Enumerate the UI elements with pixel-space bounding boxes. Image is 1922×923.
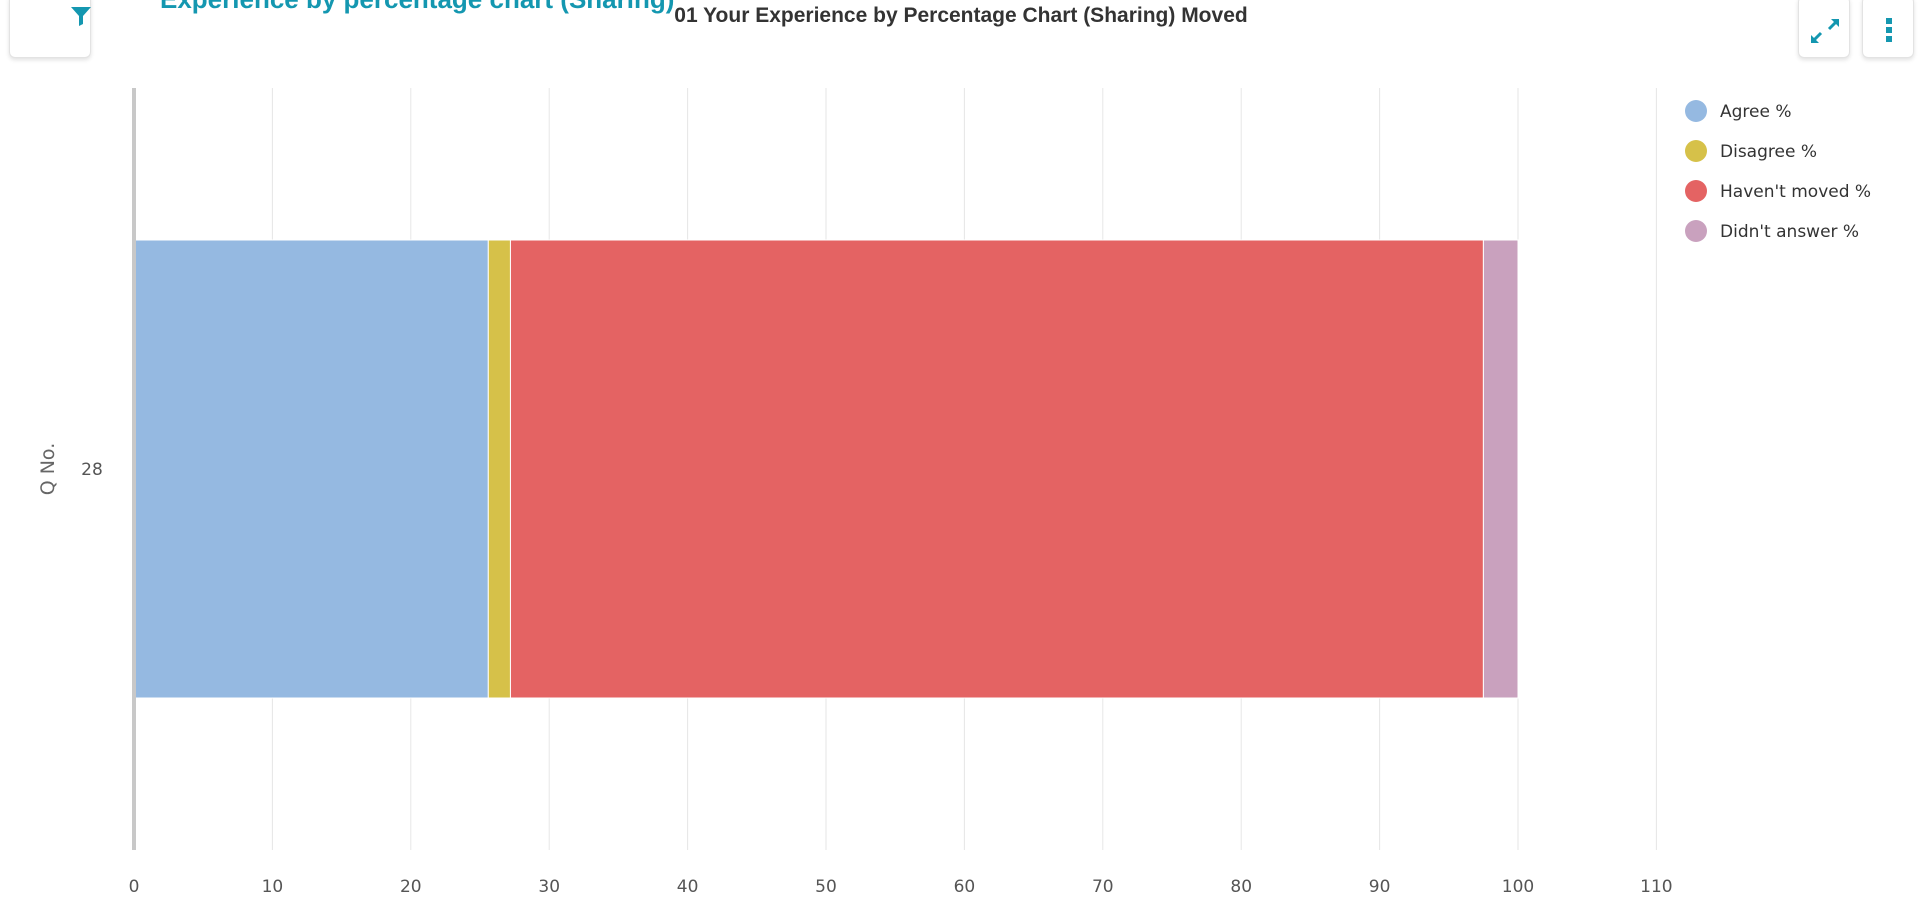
legend-item-label[interactable]: Haven't moved % [1720, 182, 1871, 202]
x-tick-label: 40 [677, 877, 699, 897]
legend-swatch [1685, 100, 1707, 122]
x-tick-label: 10 [262, 877, 284, 897]
widget-header-title: Experience by percentage chart (Sharing) [160, 0, 674, 12]
bar-segment-disagree[interactable] [487, 239, 511, 699]
chart-title: 01 Your Experience by Percentage Chart (… [674, 4, 1248, 27]
expand-icon [1811, 19, 1839, 43]
x-tick-label: 20 [400, 877, 422, 897]
legend: Agree % Disagree % Haven't moved % Didn't a… [1685, 100, 1871, 242]
legend-item-label[interactable]: Disagree % [1720, 142, 1817, 162]
bar-segment-didn-t-answer[interactable] [1482, 239, 1519, 699]
x-tick-label: 0 [129, 877, 140, 897]
legend-swatch [1685, 220, 1707, 242]
y-category-label: 28 [81, 460, 103, 480]
y-axis-title: Q No. [37, 443, 59, 496]
bar-segment-haven-t-moved[interactable] [509, 239, 1484, 699]
kebab-menu-icon [1886, 18, 1892, 42]
x-tick-label: 100 [1502, 877, 1534, 897]
x-tick-label: 60 [954, 877, 976, 897]
bar-segment-agree[interactable] [133, 239, 489, 699]
x-tick-label: 90 [1369, 877, 1391, 897]
expand-button[interactable] [1798, 0, 1850, 58]
legend-swatch [1685, 140, 1707, 162]
x-tick-label: 70 [1092, 877, 1114, 897]
bar-segments [133, 239, 1519, 699]
x-tick-label: 110 [1640, 877, 1672, 897]
legend-swatch [1685, 180, 1707, 202]
x-tick-label: 50 [815, 877, 837, 897]
filter-tab[interactable] [9, 0, 91, 58]
x-tick-label: 30 [538, 877, 560, 897]
filter-icon[interactable] [70, 5, 92, 27]
menu-button[interactable] [1862, 0, 1914, 58]
legend-item-label[interactable]: Agree % [1720, 102, 1792, 122]
x-tick-label: 80 [1230, 877, 1252, 897]
y-axis-categories: 28 [81, 460, 103, 480]
legend-item-label[interactable]: Didn't answer % [1720, 222, 1859, 242]
x-axis-ticks: 0 10 20 30 40 50 60 70 80 90 100 110 [129, 877, 1673, 897]
